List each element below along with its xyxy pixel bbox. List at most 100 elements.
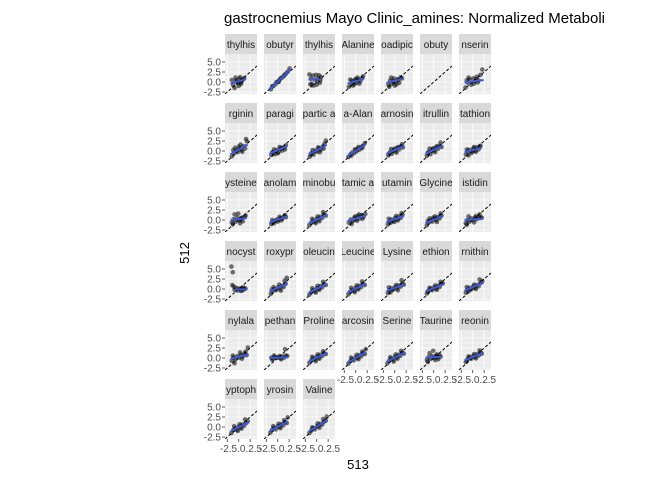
panel-background [381, 192, 413, 232]
facet-strip-bg [459, 34, 491, 54]
facet-strip: nylala [225, 310, 257, 330]
data-point [399, 210, 404, 216]
fit-line [230, 421, 250, 433]
data-point [320, 348, 326, 354]
facet-strip-label: obuty [424, 40, 448, 51]
panel-plot-area [225, 192, 257, 232]
data-point [233, 75, 238, 80]
data-point [324, 414, 330, 419]
panel-plot-area [381, 54, 413, 94]
fit-line [308, 351, 328, 363]
facet-strip-bg [381, 310, 413, 330]
facet-strip-label: rginin [229, 109, 253, 120]
facet-strip-label: Valine [305, 385, 332, 396]
data-point [471, 81, 477, 86]
facet-strip-label: nylala [228, 316, 255, 327]
data-point [309, 285, 315, 291]
facet-strip: roxypr [264, 241, 296, 261]
panel-plot-area [264, 261, 296, 301]
panel-background [459, 192, 491, 232]
y-tick-label: 5.0 [207, 58, 221, 69]
facet-strip-label: partic a [303, 109, 336, 120]
facet-strip: yptoph [225, 379, 257, 399]
data-point [236, 83, 242, 89]
data-point [278, 288, 284, 293]
panel-plot-area [459, 123, 491, 163]
data-point [480, 67, 485, 72]
fit-line [464, 217, 483, 221]
data-point [471, 144, 477, 150]
data-point [313, 220, 319, 226]
fit-line [268, 68, 292, 91]
facet-strip: ethion [420, 241, 452, 261]
facet-panel: anolam [264, 172, 296, 232]
data-point [477, 348, 482, 353]
facet-panel: obuty [420, 34, 452, 94]
panel-background [264, 261, 296, 301]
y-tick-label: -2.5 [204, 226, 222, 237]
panel-background [225, 330, 257, 370]
data-point [313, 358, 319, 364]
facet-strip: anolam [264, 172, 296, 192]
facet-panel: thylhis -2.50.02.55.0 [204, 34, 257, 99]
fit-line [425, 215, 444, 225]
panel-plot-area [342, 123, 374, 163]
fit-line [269, 420, 289, 433]
fit-line [230, 78, 247, 85]
facet-strip: Proline [303, 310, 335, 330]
facet-panel: oadipic [381, 34, 413, 94]
data-point [308, 82, 313, 87]
fit-line [230, 353, 250, 360]
data-point [281, 417, 287, 423]
facet-strip-bg [264, 379, 296, 399]
facet-strip: Taurine [420, 310, 452, 330]
panel-plot-area [420, 261, 452, 301]
facet-strip-bg [342, 241, 374, 261]
facet-strip: yrosin [264, 379, 296, 399]
panel-plot-area [459, 330, 491, 370]
facet-strip-bg [342, 103, 374, 123]
x-tick-labels: -2.5.0.2.5 [259, 444, 302, 455]
panel-background [225, 54, 257, 94]
panel-plot-area [303, 54, 335, 94]
y-tick-label: 0.0 [207, 216, 221, 227]
facet-strip-label: minobu [303, 178, 336, 189]
panel-plot-area [420, 123, 452, 163]
y-tick-label: 5.0 [207, 334, 221, 345]
facet-strip: Valine [303, 379, 335, 399]
data-point [270, 423, 276, 429]
facet-strip-label: Alanine [341, 40, 375, 51]
facet-strip-label: a-Alan [344, 109, 373, 120]
data-point [282, 346, 288, 352]
facet-strip-bg [420, 172, 452, 192]
chart-title: gastrocnemius Mayo Clinic_amines: Normal… [224, 10, 605, 27]
facet-strip-label: yrosin [267, 385, 294, 396]
facet-strip-label: Lysine [383, 247, 412, 258]
data-point [438, 140, 443, 145]
panel-plot-area [342, 54, 374, 94]
y-tick-label: 2.5 [207, 413, 221, 424]
facet-strip-label: reonin [461, 316, 489, 327]
facet-strip: tamic a [342, 172, 374, 192]
facet-strip: nocyst [225, 241, 257, 261]
facet-strip-label: ethion [422, 247, 449, 258]
facet-strip-bg [381, 34, 413, 54]
y-tick-label: 2.5 [207, 206, 221, 217]
data-point [243, 349, 248, 354]
data-point [236, 144, 242, 149]
facet-strip-bg [303, 172, 335, 192]
y-tick-label: 5.0 [207, 127, 221, 138]
facet-panel: thylhis [303, 34, 335, 94]
facet-panel: reonin -2.5.0.2.5 [454, 310, 497, 386]
fit-line [386, 283, 406, 292]
facet-panel: Leucine [342, 241, 374, 301]
facet-strip-bg [420, 103, 452, 123]
facet-panel: a-Alan [342, 103, 374, 163]
x-axis-title: 513 [347, 457, 369, 472]
facet-strip-bg [303, 103, 335, 123]
data-point [363, 346, 369, 352]
facet-strip-label: utamin [382, 178, 412, 189]
y-tick-label: 0.0 [207, 423, 221, 434]
facet-strip-label: ysteine [225, 178, 257, 189]
x-tick-labels: -2.5.0.2.5 [220, 444, 263, 455]
